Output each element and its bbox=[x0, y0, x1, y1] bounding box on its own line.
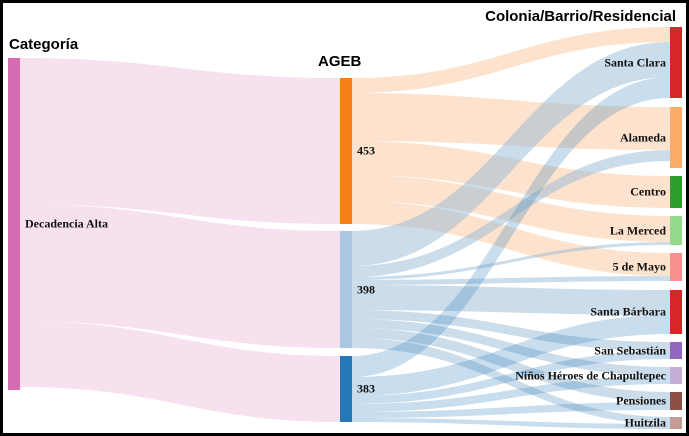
node-label-pensiones: Pensiones bbox=[615, 393, 666, 408]
sankey-node-centro[interactable] bbox=[670, 176, 682, 208]
sankey-link-ageb-398--san-sebastian[interactable] bbox=[352, 310, 670, 351]
node-label-alameda: Alameda bbox=[620, 130, 666, 144]
sankey-link-ageb-398--alameda[interactable] bbox=[352, 150, 670, 277]
sankey-link-ageb-383--santa-clara[interactable] bbox=[352, 77, 670, 377]
sankey-link-ageb-398--pensiones[interactable] bbox=[352, 328, 670, 402]
sankey-link-decadencia-alta--ageb-453[interactable] bbox=[20, 58, 340, 224]
node-label-ageb-398: 398 bbox=[357, 282, 375, 296]
node-label-ageb-383: 383 bbox=[357, 381, 375, 396]
sankey-node-pensiones[interactable] bbox=[670, 392, 682, 410]
sankey-node-ageb-453[interactable] bbox=[340, 78, 352, 224]
sankey-link-ageb-453--alameda[interactable] bbox=[352, 93, 670, 150]
sankey-link-ageb-398--santa-clara[interactable] bbox=[352, 42, 670, 266]
sankey-link-ageb-398--huitzila[interactable] bbox=[352, 338, 670, 424]
sankey-link-ageb-453--santa-clara[interactable] bbox=[352, 27, 670, 93]
sankey-link-ageb-383--pensiones[interactable] bbox=[352, 402, 670, 418]
sankey-node-decadencia-alta[interactable] bbox=[8, 58, 20, 390]
sankey-node-san-sebastian[interactable] bbox=[670, 342, 682, 359]
sankey-link-decadencia-alta--ageb-398[interactable] bbox=[20, 204, 340, 348]
sankey-node-ageb-398[interactable] bbox=[340, 231, 352, 348]
sankey-link-ageb-398--santa-barbara[interactable] bbox=[352, 285, 670, 315]
node-label-santa-clara: Santa Clara bbox=[604, 55, 666, 69]
sankey-link-ageb-398--la-merced[interactable] bbox=[352, 242, 670, 280]
sankey-node-huitzila[interactable] bbox=[670, 417, 682, 429]
node-label-ninos-heroes: Niños Héroes de Chapultepec bbox=[515, 368, 666, 382]
sankey-link-ageb-383--ninos-heroes[interactable] bbox=[352, 376, 670, 412]
sankey-link-decadencia-alta--ageb-383[interactable] bbox=[20, 321, 340, 422]
node-label-la-merced: La Merced bbox=[609, 223, 666, 237]
sankey-node-santa-clara[interactable] bbox=[670, 27, 682, 98]
node-label-santa-barbara: Santa Bárbara bbox=[590, 304, 666, 319]
node-label-decadencia-alta: Decadencia Alta bbox=[25, 216, 108, 231]
sankey-link-ageb-398--ninos-heroes[interactable] bbox=[352, 319, 670, 376]
sankey-node-alameda[interactable] bbox=[670, 107, 682, 168]
column-header-categoria: Categoría bbox=[9, 36, 79, 53]
sankey-link-ageb-383--santa-barbara[interactable] bbox=[352, 315, 670, 396]
node-label-centro: Centro bbox=[630, 184, 666, 199]
sankey-node-ageb-383[interactable] bbox=[340, 356, 352, 422]
node-label-huitzila: Huitzila bbox=[624, 415, 666, 430]
sankey-node-ninos-heroes[interactable] bbox=[670, 367, 682, 384]
sankey-link-ageb-453--centro[interactable] bbox=[352, 141, 670, 208]
node-label-ageb-453: 453 bbox=[357, 143, 375, 158]
sankey-link-ageb-398--5-de-mayo[interactable] bbox=[352, 276, 670, 285]
column-header-ageb: AGEB bbox=[318, 53, 362, 70]
sankey-node-la-merced[interactable] bbox=[670, 216, 682, 245]
sankey-link-ageb-383--huitzila[interactable] bbox=[352, 418, 670, 429]
sankey-link-ageb-383--san-sebastian[interactable] bbox=[352, 351, 670, 404]
node-label-5-de-mayo: 5 de Mayo bbox=[612, 259, 666, 274]
column-header-colonia-barrio-residencial: Colonia/Barrio/Residencial bbox=[485, 8, 676, 25]
sankey-node-santa-barbara[interactable] bbox=[670, 290, 682, 334]
sankey-node-5-de-mayo[interactable] bbox=[670, 253, 682, 281]
node-label-san-sebastian: San Sebastián bbox=[594, 343, 666, 357]
